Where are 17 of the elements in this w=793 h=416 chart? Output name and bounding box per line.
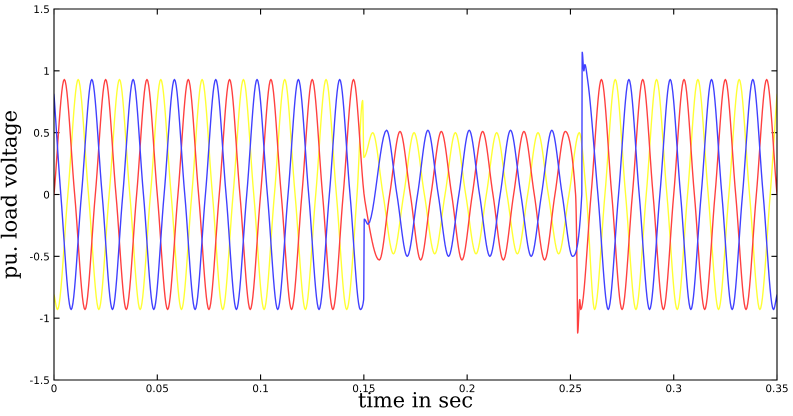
x-tick-label: 0.25 [560, 384, 582, 392]
y-tick-label: 1.5 [34, 5, 49, 14]
y-tick-label: 0 [44, 190, 50, 199]
y-tick-label: 0.5 [34, 128, 49, 137]
x-tick-label: 0.35 [766, 384, 788, 392]
x-tick-label: 0.05 [146, 384, 168, 392]
x-axis-title: time in sec [358, 392, 472, 408]
y-tick-label: -1.5 [30, 376, 49, 384]
x-tick-label: 0 [51, 384, 57, 392]
y-tick-label: 1 [44, 67, 49, 75]
y-tick-label: -1 [40, 314, 49, 322]
y-axis-title: pu. load voltage [0, 111, 22, 278]
x-tick-label: 0.15 [352, 384, 375, 392]
x-tick-label: 0.2 [460, 384, 474, 392]
x-tick-label: 0.1 [252, 384, 268, 392]
x-tick-label: 0.3 [666, 384, 682, 392]
y-tick-label: -0.5 [30, 252, 49, 260]
